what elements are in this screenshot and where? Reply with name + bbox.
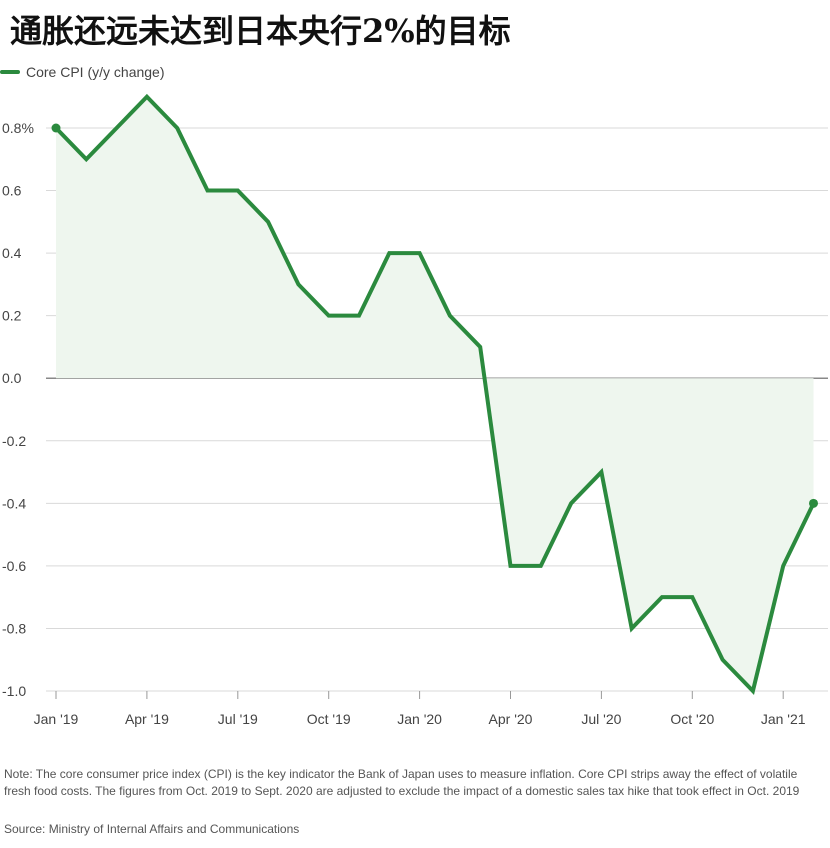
y-tick-label: 0.2 bbox=[2, 308, 22, 324]
x-tick-label: Oct '19 bbox=[307, 711, 351, 727]
chart-source: Source: Ministry of Internal Affairs and… bbox=[4, 822, 300, 836]
chart-note: Note: The core consumer price index (CPI… bbox=[4, 767, 800, 798]
legend-label: Core CPI (y/y change) bbox=[26, 64, 165, 80]
endpoint-marker bbox=[809, 498, 818, 508]
x-tick-label: Apr '19 bbox=[125, 711, 169, 727]
chart-title: 通胀还远未达到日本央行2%的目标 bbox=[10, 12, 511, 50]
y-tick-label: 0.4 bbox=[2, 245, 22, 261]
y-tick-label: -0.2 bbox=[2, 433, 26, 449]
y-tick-label: -0.4 bbox=[2, 495, 26, 511]
legend: Core CPI (y/y change) bbox=[0, 64, 165, 80]
series-line bbox=[54, 93, 816, 695]
y-tick-label: 0.6 bbox=[2, 183, 22, 199]
legend-swatch bbox=[0, 70, 20, 74]
x-tick-label: Oct '20 bbox=[670, 711, 714, 727]
endpoint-marker bbox=[51, 123, 61, 133]
y-tick-label: 0.0 bbox=[2, 370, 22, 386]
y-tick-label: -0.6 bbox=[2, 558, 26, 574]
line-chart: 0.8% 0.6 0.4 0.2 0.0 -0.2 -0.4 -0.6 -0.8 -1.0 Jan … bbox=[2, 93, 828, 727]
x-tick-label: Jul '20 bbox=[581, 711, 621, 727]
x-tick-label: Jan '20 bbox=[397, 711, 442, 727]
x-tick-label: Jan '19 bbox=[34, 711, 79, 727]
x-tick-label: Jul '19 bbox=[218, 711, 258, 727]
x-tick-label: Jan '21 bbox=[761, 711, 806, 727]
x-tick-label: Apr '20 bbox=[489, 711, 533, 727]
area-fill bbox=[56, 96, 814, 691]
y-tick-label: -0.8 bbox=[2, 620, 26, 636]
y-tick-label: 0.8% bbox=[2, 120, 34, 136]
y-tick-label: -1.0 bbox=[2, 683, 26, 699]
